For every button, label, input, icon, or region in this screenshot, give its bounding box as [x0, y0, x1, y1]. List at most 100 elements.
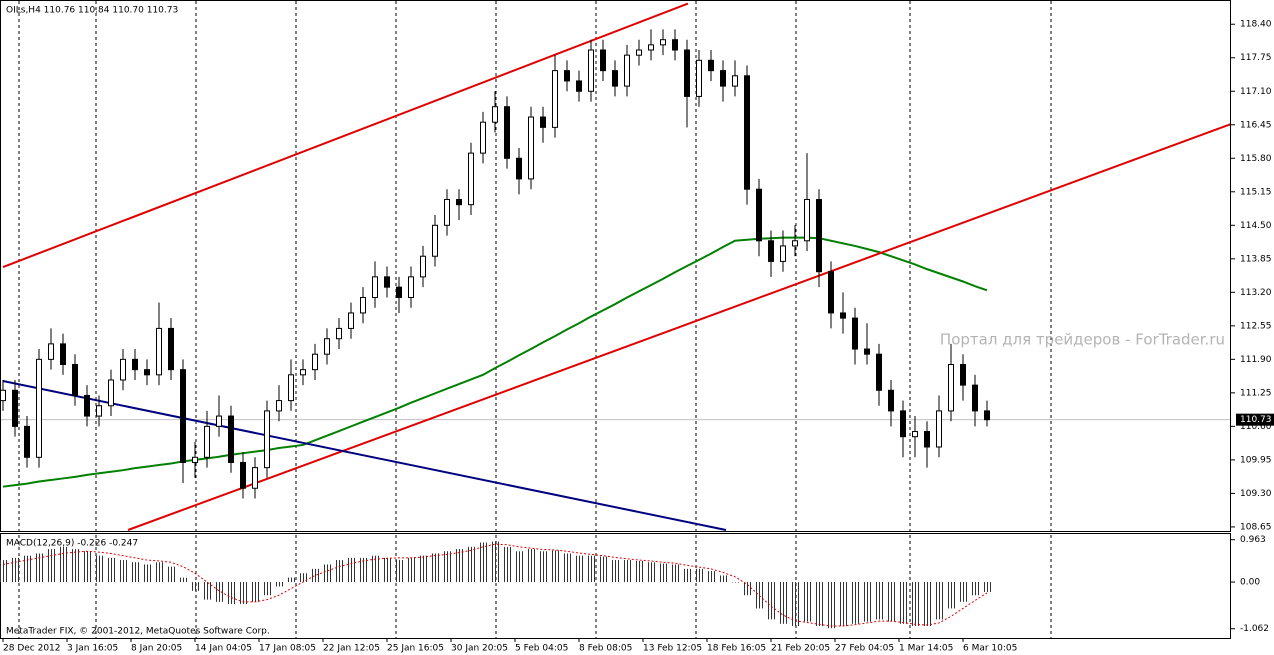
candle-body	[648, 44, 654, 51]
macd-bar	[286, 577, 297, 583]
macd-bar	[778, 582, 789, 624]
candle-body	[936, 410, 942, 448]
y-tick-label: 109.30	[1240, 489, 1272, 499]
candle-body	[336, 327, 342, 340]
macd-bar	[922, 582, 933, 627]
y-tick-label: 117.75	[1240, 53, 1272, 63]
candle-body	[792, 240, 798, 247]
candle-body	[960, 364, 966, 386]
x-tick-label: 17 Jan 08:05	[259, 644, 316, 654]
x-tick-label: 21 Feb 20:05	[771, 644, 830, 654]
macd-bar	[0, 560, 9, 583]
candle-body	[984, 410, 990, 421]
macd-bar	[154, 562, 165, 583]
candle-body	[756, 188, 762, 242]
x-tick-label: 8 Jan 20:05	[131, 644, 182, 654]
macd-bar	[694, 568, 705, 583]
y-tick-label: 113.85	[1240, 254, 1272, 264]
candle-body	[552, 70, 558, 128]
candle-body	[636, 49, 642, 56]
macd-bar	[478, 542, 489, 583]
macd-bar	[682, 568, 693, 583]
candle-body	[564, 70, 570, 82]
macd-bar	[58, 546, 69, 583]
candle-body	[528, 116, 534, 180]
macd-bar	[382, 557, 393, 583]
candle-body	[912, 431, 918, 438]
macd-bar	[802, 582, 813, 622]
candle-body	[780, 245, 786, 262]
macd-bar	[958, 582, 969, 602]
candle-body	[432, 224, 438, 257]
macd-bar	[46, 549, 57, 583]
candle-body	[816, 199, 822, 273]
x-tick-label: 28 Dec 2012	[3, 644, 61, 654]
y-tick-label: 118.40	[1240, 20, 1272, 30]
macd-bar	[310, 568, 321, 583]
macd-bar	[814, 582, 825, 627]
candle-body	[612, 70, 618, 87]
x-tick-label: 27 Feb 04:05	[835, 644, 894, 654]
candle-body	[900, 410, 906, 438]
macd-bar	[226, 582, 237, 605]
candle-body	[180, 369, 186, 463]
macd-bar	[862, 582, 873, 622]
candle-body	[372, 276, 378, 298]
x-tick-label: 22 Jan 12:05	[323, 644, 380, 654]
macd-pane	[0, 533, 1231, 639]
candle-body	[408, 276, 414, 298]
candle-body	[540, 116, 546, 128]
candle-body	[216, 415, 222, 427]
vertical-grid	[18, 1, 1052, 638]
candle-body	[384, 276, 390, 288]
candle-body	[864, 348, 870, 355]
macd-bar	[166, 566, 177, 583]
y-tick-label: 110.60	[1240, 422, 1272, 432]
macd-bar	[358, 557, 369, 583]
candle-body	[300, 369, 306, 376]
macd-bar	[442, 551, 453, 583]
macd-bar	[874, 582, 885, 620]
macd-bar	[346, 557, 357, 583]
macd-bar	[574, 555, 585, 583]
candle-body	[144, 369, 150, 376]
macd-bar	[34, 553, 45, 583]
candle-body	[684, 49, 690, 97]
macd-bar	[886, 582, 897, 622]
moving-average	[2, 236, 988, 488]
candle-body	[600, 49, 606, 72]
y-tick-label: 111.25	[1240, 388, 1272, 398]
macd-bar	[466, 546, 477, 583]
candle-body	[324, 338, 330, 355]
macd-bar	[550, 550, 561, 583]
macd-header: MACD(12,26,9) -0.226 -0.247	[6, 539, 138, 549]
candle-body	[132, 358, 138, 371]
macd-bar	[142, 564, 153, 583]
macd-bar	[538, 551, 549, 583]
macd-bar	[838, 582, 849, 627]
macd-bar	[718, 575, 729, 583]
macd-bar	[970, 582, 981, 596]
macd-bar	[238, 582, 249, 605]
macd-bar	[214, 582, 225, 602]
y-tick-label: 114.50	[1240, 221, 1272, 231]
macd-bar	[82, 551, 93, 583]
candle-body	[480, 121, 486, 154]
candle-body	[852, 317, 858, 350]
macd-bar	[910, 582, 921, 627]
candle-body	[516, 157, 522, 180]
candle-body	[192, 456, 198, 463]
candle-body	[276, 400, 282, 412]
candle-body	[60, 343, 66, 366]
x-tick-label: 25 Jan 16:05	[387, 644, 444, 654]
main-plot	[1, 2, 1230, 531]
macd-bar	[706, 571, 717, 583]
macd-bar	[490, 541, 501, 583]
candle-body	[672, 39, 678, 51]
candle-body	[204, 425, 210, 458]
candle-body	[768, 240, 774, 262]
candle-body	[48, 343, 54, 360]
candle-body	[876, 353, 882, 391]
trend-line	[127, 123, 1230, 531]
macd-bar	[454, 549, 465, 583]
